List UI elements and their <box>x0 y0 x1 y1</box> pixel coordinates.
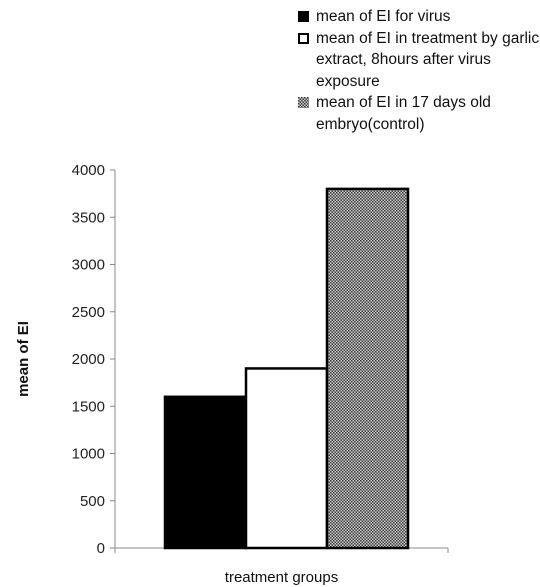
y-tick-label: 3000 <box>72 257 105 274</box>
y-tick-label: 1000 <box>72 446 105 463</box>
legend-swatch-control <box>298 97 309 108</box>
legend-item-garlic: mean of EI in treatment by garlic extrac… <box>296 28 540 93</box>
y-tick-label: 1500 <box>72 398 105 415</box>
y-axis-title: mean of EI <box>15 321 32 397</box>
y-tick-label: 500 <box>80 493 105 510</box>
bars <box>163 187 410 550</box>
bar-garlic-treatment <box>244 367 329 550</box>
legend-label-garlic: mean of EI in treatment by garlic extrac… <box>316 29 540 90</box>
y-tick-label: 2500 <box>72 304 105 321</box>
bar-control <box>325 187 410 550</box>
legend-label-control: mean of EI in 17 days old embryo(control… <box>316 94 491 133</box>
x-axis-title: treatment groups <box>225 569 338 586</box>
legend-label-virus: mean of EI for virus <box>316 8 451 25</box>
y-tick-label: 0 <box>97 540 105 557</box>
legend-item-control: mean of EI in 17 days old embryo(control… <box>296 92 540 135</box>
bar-virus <box>163 395 248 550</box>
legend-swatch-virus <box>298 11 309 22</box>
y-tick-label: 3500 <box>72 209 105 226</box>
legend-swatch-garlic <box>298 32 309 44</box>
chart-legend: mean of EI for virus mean of EI in treat… <box>296 6 540 135</box>
legend-item-virus: mean of EI for virus <box>296 6 540 28</box>
y-tick-label: 4000 <box>72 162 105 179</box>
y-tick-label: 2000 <box>72 351 105 368</box>
